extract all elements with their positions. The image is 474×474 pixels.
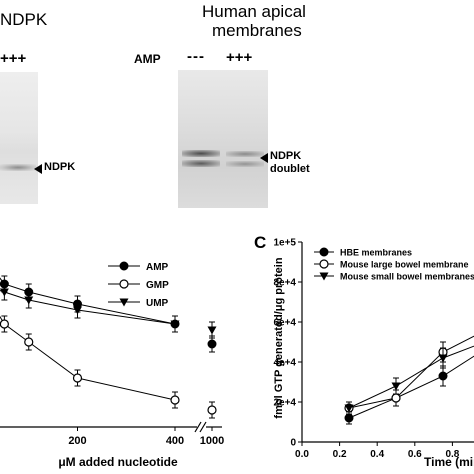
- data-point: [170, 395, 180, 405]
- data-point: [207, 405, 217, 415]
- arrowhead-left-icon: [34, 164, 42, 174]
- series-line: [348, 355, 474, 419]
- data-point: [344, 413, 354, 423]
- chart-c: C fmol GTP generated/μg protein 1e+5 8e+4…: [254, 233, 474, 469]
- chart-b-axis-break-mark: [199, 421, 207, 433]
- data-point: [391, 393, 401, 403]
- chart-b-x-tick-label: 200: [68, 435, 86, 447]
- blot-right-sign-minus: ---: [187, 48, 205, 65]
- data-point: [72, 373, 83, 383]
- data-point: [207, 326, 217, 335]
- data-point: [207, 339, 217, 349]
- data-point: [24, 296, 34, 305]
- blot-left: NDPK +++ NDPK: [0, 0, 165, 210]
- legend-marker: [119, 279, 129, 289]
- chart-c-x-tick-label: 0.8: [445, 449, 459, 460]
- band-minus-upper: [182, 150, 220, 157]
- blot-left-title: NDPK: [0, 10, 48, 29]
- series-mouse-small-bowel-membranes: [344, 345, 474, 415]
- legend-label: HBE membranes: [340, 248, 412, 258]
- blot-right-band-label-2: doublet: [270, 163, 310, 175]
- legend-label: Mouse large bowel membrane: [340, 260, 469, 270]
- data-point: [170, 320, 180, 329]
- series-ump: [0, 283, 217, 339]
- band-minus-lower: [182, 160, 220, 167]
- chart-c-y-tick-label: 6e+4: [273, 318, 296, 329]
- blot-right-band-label-1: NDPK: [270, 150, 302, 162]
- blot-left-gel-image: [0, 72, 38, 204]
- legend-marker: [319, 259, 329, 269]
- legend-marker: [119, 261, 129, 271]
- legend-marker: [319, 272, 329, 281]
- chart-c-y-tick-label: 0: [290, 438, 296, 449]
- panel-letter-c: C: [254, 233, 266, 252]
- series-line: [348, 345, 474, 409]
- data-point: [391, 382, 401, 391]
- data-point: [0, 319, 9, 329]
- data-point: [0, 288, 9, 297]
- chart-c-x-tick-label: 0.4: [370, 449, 384, 460]
- chart-c-x-tick-label: 0.0: [295, 449, 309, 460]
- blot-right-title-line1: Human apical: [202, 2, 306, 21]
- legend-marker: [319, 247, 329, 257]
- chart-b-axis-break-mark: [194, 421, 202, 433]
- chart-c-y-tick-label: 8e+4: [273, 278, 296, 289]
- blot-right-row-label: AMP: [134, 52, 161, 66]
- blot-left-signs: +++: [0, 50, 27, 67]
- arrowhead-right-icon: [260, 153, 268, 163]
- data-point: [344, 404, 354, 413]
- chart-b-xlabel: μM added nucleotide: [58, 455, 178, 469]
- legend-label: GMP: [146, 280, 169, 291]
- chart-c-x-tick-label: 0.6: [408, 449, 422, 460]
- blot-right: Human apical membranes AMP --- +++ NDPK …: [120, 0, 474, 215]
- data-point: [438, 354, 448, 363]
- blot-right-title-line2: membranes: [212, 21, 302, 40]
- legend-marker: [119, 298, 129, 307]
- chart-c-y-tick-label: 4e+4: [273, 358, 296, 369]
- ndpk-band: [0, 164, 36, 171]
- series-line: [0, 315, 176, 401]
- series-gmp: [0, 315, 217, 419]
- legend-label: AMP: [146, 262, 169, 273]
- chart-c-y-tick-label: 2e+4: [273, 398, 296, 409]
- data-point: [73, 306, 82, 315]
- band-plus-lower: [226, 161, 264, 167]
- chart-c-ylabel: fmol GTP generated/μg protein: [273, 257, 285, 418]
- legend-label: Mouse small bowel membranes: [340, 272, 474, 282]
- data-point: [24, 337, 34, 347]
- chart-c-x-tick-label: 0.2: [333, 449, 347, 460]
- blot-right-gel-image: [178, 70, 268, 208]
- chart-b: 200 400 1000 AMP GMP UMP μM added nucleotide: [0, 261, 224, 469]
- legend-label: UMP: [146, 298, 169, 309]
- series-mouse-large-bowel-membrane: [344, 335, 474, 415]
- series-line: [0, 290, 176, 325]
- band-plus-upper: [226, 151, 264, 157]
- chart-c-y-tick-label: 1e+5: [273, 238, 296, 249]
- chart-b-x-tick-label: 400: [166, 435, 184, 447]
- chart-c-xlabel: Time (min: [424, 455, 474, 469]
- blot-right-sign-plus: +++: [226, 49, 253, 66]
- series-amp: [0, 275, 217, 353]
- series-line: [0, 277, 176, 325]
- series-hbe-membranes: [344, 355, 474, 425]
- blot-left-band-label: NDPK: [44, 161, 76, 173]
- chart-b-x-tick-label: 1000: [200, 435, 224, 447]
- series-line: [348, 335, 474, 409]
- data-point: [438, 371, 448, 381]
